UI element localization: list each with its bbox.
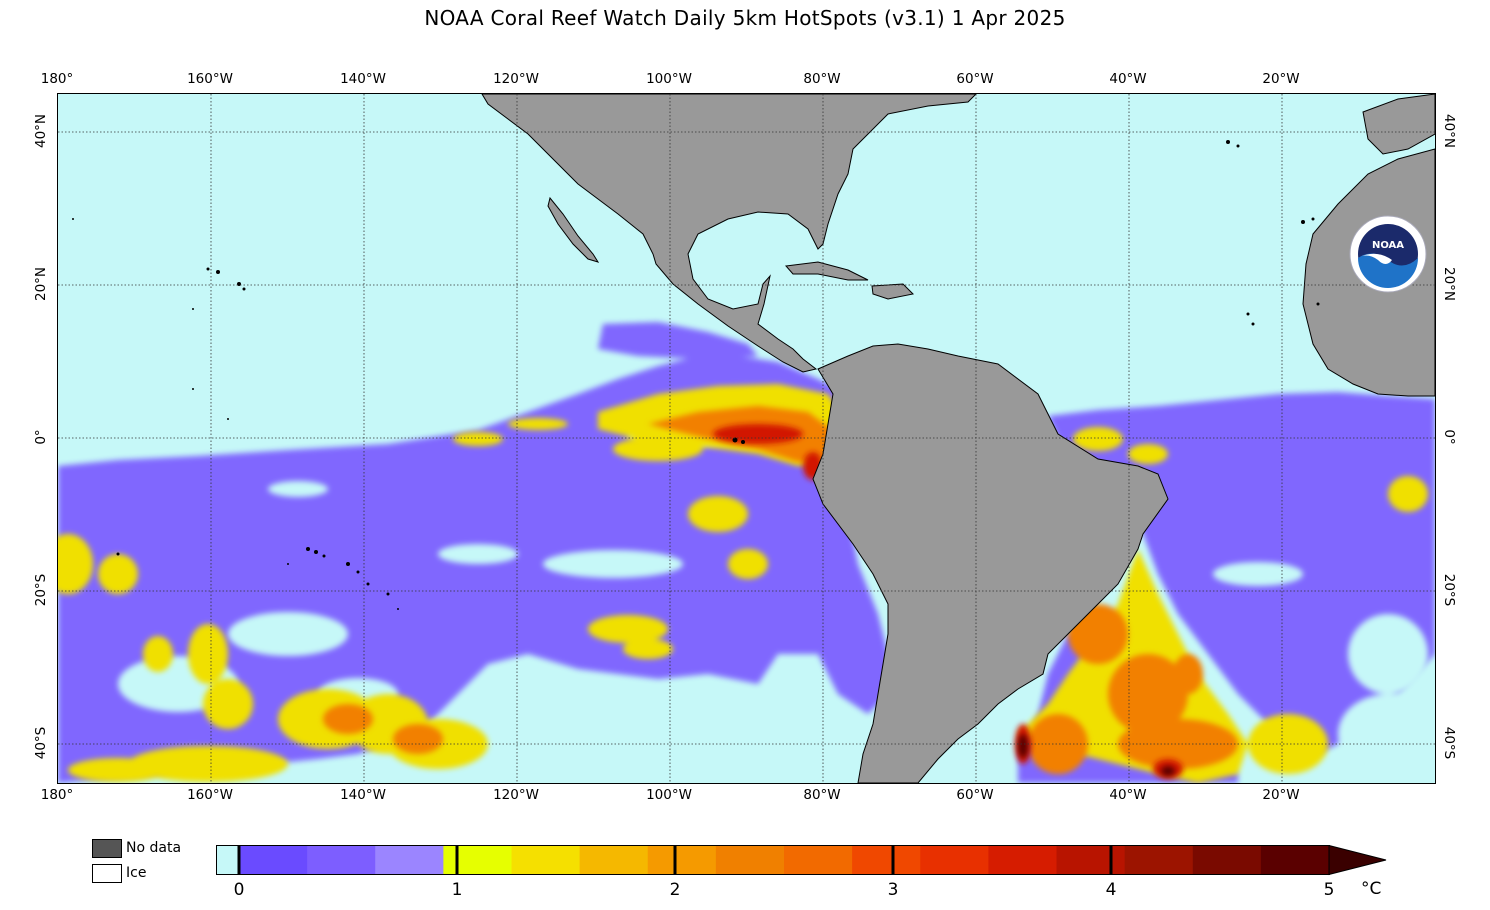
colorbar-cell [784, 845, 853, 875]
lon-label-60w: 60°W [956, 787, 994, 803]
ice-label: Ice [126, 865, 147, 881]
lon-label-120w: 120°W [493, 71, 539, 87]
colorbar-tick-4: 4 [1105, 880, 1117, 900]
no-data-swatch [92, 839, 122, 858]
colorbar-tick-1: 1 [451, 880, 463, 900]
lon-label-20w: 20°W [1262, 71, 1300, 87]
colorbar-boundaries [237, 845, 1113, 875]
lat-label-40n: 40°N [1441, 113, 1457, 149]
hispaniola [871, 283, 915, 300]
lon-label-100w: 100°W [646, 787, 692, 803]
hotspot-map[interactable]: NOAA [57, 93, 1436, 784]
lon-label-40w: 40°W [1109, 787, 1147, 803]
colorbar-cell [375, 845, 444, 875]
baja-california [547, 196, 600, 263]
colorbar-cell [1056, 845, 1126, 875]
ice-swatch [92, 864, 122, 883]
colorbar-cell [579, 845, 649, 875]
no-data-label: No data [126, 840, 182, 856]
colorbar-tick-2: 2 [669, 880, 681, 900]
colorbar-cell [216, 845, 239, 875]
iberia [1362, 94, 1435, 155]
lon-label-140w: 140°W [340, 787, 386, 803]
lon-label-40w: 40°W [1109, 71, 1147, 87]
graticule [58, 94, 1435, 783]
lon-label-20w: 20°W [1262, 787, 1300, 803]
svg-text:NOAA: NOAA [1372, 240, 1404, 251]
colorbar-unit: °C [1361, 879, 1382, 899]
lon-label-80w: 80°W [803, 71, 841, 87]
colorbar-tick-3: 3 [887, 880, 899, 900]
colorbar-cell [988, 845, 1058, 875]
lon-label-180: 180° [40, 71, 74, 87]
lon-label-60w: 60°W [956, 71, 994, 87]
hotspot-level-darkred [1018, 734, 1175, 776]
lat-label-40n: 40°N [33, 113, 49, 149]
colorbar-cell [852, 845, 921, 875]
colorbar-cell [1260, 845, 1330, 875]
lat-label-20n: 20°N [1441, 266, 1457, 302]
colorbar-cell [239, 845, 308, 875]
colorbar-cells [216, 845, 1330, 875]
colorbar-cell [1192, 845, 1262, 875]
north-america [481, 94, 977, 373]
lat-label-20n: 20°N [33, 266, 49, 302]
lon-label-100w: 100°W [646, 71, 692, 87]
noaa-logo: NOAA [1349, 215, 1427, 293]
colorbar-extend-arrow [1328, 845, 1387, 876]
south-america [812, 343, 1169, 783]
colorbar-cell [511, 845, 581, 875]
lat-label-20s: 20°S [1441, 573, 1457, 607]
colorbar-cell [307, 845, 376, 875]
colorbar-cell [715, 845, 785, 875]
colorbar-cell [1124, 845, 1194, 875]
lon-label-80w: 80°W [803, 787, 841, 803]
lat-label-0: 0° [1441, 429, 1457, 445]
colorbar-cell [647, 845, 717, 875]
colorbar-cell [443, 845, 513, 875]
lat-label-40s: 40°S [33, 726, 49, 760]
lat-label-20s: 20°S [33, 573, 49, 607]
lon-label-180: 180° [40, 787, 74, 803]
map-title: NOAA Coral Reef Watch Daily 5km HotSpots… [424, 6, 1066, 30]
lon-label-120w: 120°W [493, 787, 539, 803]
islands [72, 140, 1320, 610]
colorbar-cell [920, 845, 989, 875]
lon-label-140w: 140°W [340, 71, 386, 87]
colorbar-tick-0: 0 [233, 880, 245, 900]
colorbar-tick-5: 5 [1323, 880, 1335, 900]
colorbar [216, 845, 1387, 876]
lat-label-40s: 40°S [1441, 726, 1457, 760]
land [481, 94, 1435, 783]
lon-label-160w: 160°W [187, 71, 233, 87]
lat-label-0: 0° [33, 429, 49, 445]
lon-label-160w: 160°W [187, 787, 233, 803]
